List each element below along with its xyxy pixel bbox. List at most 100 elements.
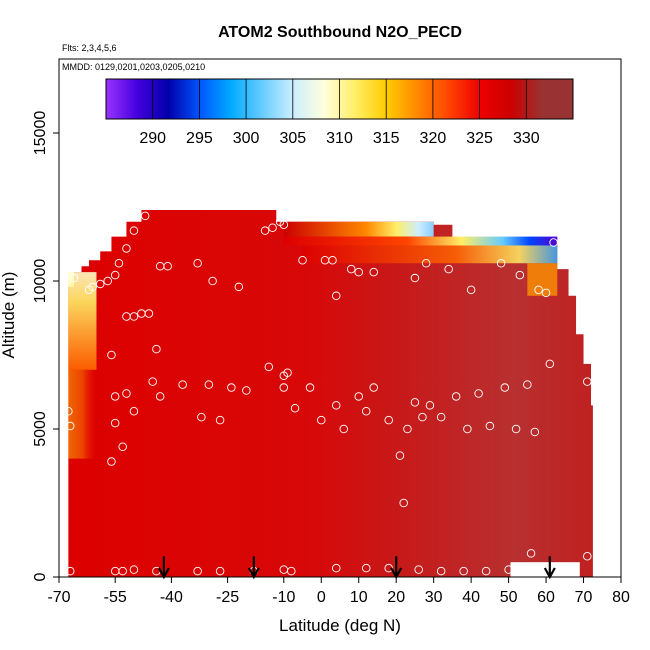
data-point xyxy=(129,312,139,321)
data-point xyxy=(122,389,131,398)
data-point xyxy=(463,424,472,434)
y-tick-label: 5000 xyxy=(32,411,49,447)
data-point xyxy=(384,415,393,425)
data-point xyxy=(65,421,75,431)
data-point xyxy=(474,389,483,398)
data-point xyxy=(496,258,506,268)
data-point xyxy=(346,264,356,274)
data-point xyxy=(155,392,165,401)
data-point xyxy=(410,398,420,407)
data-point xyxy=(332,291,341,301)
colorbar-tick-label: 290 xyxy=(139,130,166,147)
data-point xyxy=(339,424,348,434)
colorbar-segment xyxy=(292,79,325,119)
data-point xyxy=(305,383,315,392)
x-tick-label: 60 xyxy=(537,589,555,606)
y-axis: 0 5000 10000 15000 xyxy=(32,111,59,581)
colorbar-segment xyxy=(541,79,574,119)
data-point xyxy=(279,220,289,230)
x-axis: -70 -55 -40 -25 -10 0 10 20 30 40 50 60 70 80 xyxy=(47,577,630,606)
data-point xyxy=(410,273,420,283)
data-point xyxy=(129,226,139,235)
data-point xyxy=(354,392,363,401)
chart-subtitle-flights: Flts: 2,3,4,5,6 xyxy=(62,43,117,53)
plot-frame xyxy=(58,58,622,578)
data-point xyxy=(317,415,326,425)
data-point xyxy=(88,282,97,292)
chart-title: ATOM2 Southbound N2O_PECD xyxy=(218,24,462,41)
data-point xyxy=(526,549,536,558)
x-tick-label: 80 xyxy=(612,589,630,606)
x-tick-label: 20 xyxy=(387,589,405,606)
data-point xyxy=(523,380,532,389)
colorbar-segment xyxy=(168,79,200,119)
y-tick-label: 10000 xyxy=(32,259,49,304)
data-point xyxy=(545,359,555,369)
data-point xyxy=(425,401,435,410)
data-point xyxy=(110,270,120,280)
data-point xyxy=(418,412,427,422)
x-axis-label: Latitude (deg N) xyxy=(279,616,401,635)
data-point xyxy=(140,211,150,221)
x-tick-label: 10 xyxy=(350,589,368,606)
x-tick-label: 0 xyxy=(317,589,326,606)
data-point xyxy=(178,380,187,389)
data-point xyxy=(107,350,116,360)
data-point xyxy=(332,401,341,410)
data-point xyxy=(152,344,161,354)
data-point xyxy=(421,258,431,268)
data-point xyxy=(481,566,491,576)
colorbar: 290 295 300 305 310 315 320 325 330 xyxy=(105,78,574,147)
heatmap-edge-left xyxy=(68,272,97,370)
colorbar-segment xyxy=(199,79,232,119)
data-point xyxy=(511,424,521,434)
colorbar-tick-label: 300 xyxy=(233,130,260,147)
data-point xyxy=(260,226,270,235)
data-point xyxy=(227,383,236,392)
data-point xyxy=(444,264,453,274)
data-point xyxy=(541,288,551,298)
x-tick-label: 50 xyxy=(500,589,518,606)
data-point xyxy=(193,258,202,268)
data-point xyxy=(290,404,300,413)
colorbar-tick-label: 325 xyxy=(466,130,493,147)
sample-points xyxy=(64,211,592,576)
data-point xyxy=(466,285,476,295)
x-tick-label: -55 xyxy=(104,589,127,606)
colorbar-tick-label: 295 xyxy=(186,130,213,147)
data-point xyxy=(451,392,461,401)
data-point xyxy=(283,368,292,378)
data-point xyxy=(118,442,127,452)
data-point xyxy=(279,383,289,392)
data-point xyxy=(197,412,206,422)
data-point xyxy=(361,563,371,573)
colorbar-segment xyxy=(355,79,387,119)
data-point xyxy=(515,270,525,280)
data-point xyxy=(65,566,75,576)
data-point xyxy=(242,386,251,395)
data-point xyxy=(193,566,202,576)
data-point xyxy=(148,377,157,386)
heatmap-band-lower xyxy=(302,245,558,264)
data-point xyxy=(436,412,446,422)
x-tick-label: -25 xyxy=(216,589,239,606)
x-tick-label: -70 xyxy=(47,589,70,606)
colorbar-tick-label: 310 xyxy=(326,130,353,147)
data-point xyxy=(118,566,127,576)
data-point xyxy=(110,392,120,401)
data-point xyxy=(436,566,446,576)
data-point xyxy=(204,380,214,389)
colorbar-tick-label: 315 xyxy=(373,130,400,147)
data-point xyxy=(264,362,274,372)
data-point xyxy=(354,267,363,277)
chart-subtitle-dates: MMDD: 0129,0201,0203,0205,0210 xyxy=(62,62,205,72)
data-point xyxy=(298,256,307,265)
data-point xyxy=(215,566,225,576)
heatmap-edge-left-lower xyxy=(68,369,97,459)
x-tick-label: -40 xyxy=(160,589,183,606)
data-point xyxy=(369,267,378,277)
colorbar-tick-label: 330 xyxy=(513,130,540,147)
data-point xyxy=(504,565,513,574)
y-tick-label: 15000 xyxy=(32,111,49,156)
